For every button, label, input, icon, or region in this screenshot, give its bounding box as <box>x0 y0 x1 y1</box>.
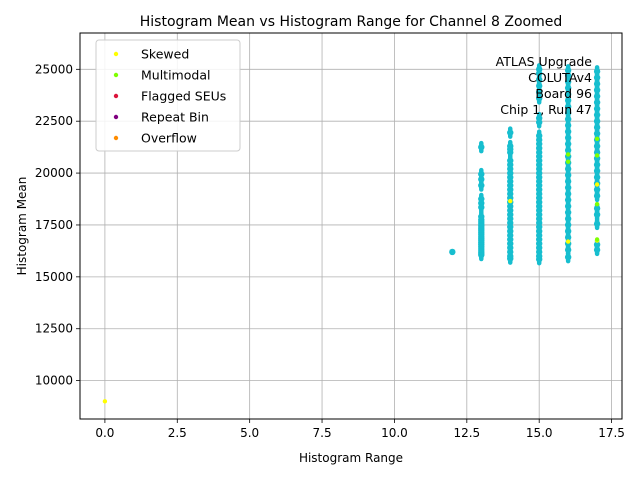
data-point <box>102 399 108 404</box>
legend: Skewed Multimodal Flagged SEUs Repeat Bin Ov… <box>95 39 241 152</box>
data-point <box>594 237 600 242</box>
x-tick-label: 12.5 <box>453 426 480 440</box>
x-tick-label: 0.0 <box>95 426 114 440</box>
x-tick-label: 15.0 <box>526 426 553 440</box>
data-points <box>102 63 601 404</box>
x-axis-ticks: 0.0 2.5 5.0 7.5 10.0 12.5 15.0 17.5 <box>95 419 625 440</box>
annotation-line: Board 96 <box>535 86 592 101</box>
series-2 <box>565 136 600 242</box>
data-point <box>508 198 513 204</box>
x-tick-label: 10.0 <box>381 426 408 440</box>
grid <box>80 33 622 419</box>
annotation-line: ATLAS Upgrade <box>496 54 593 69</box>
data-point <box>449 248 456 256</box>
data-point <box>594 136 600 142</box>
legend-marker <box>113 51 119 57</box>
y-axis-ticks: 10000 12500 15000 17500 20000 22500 25000 <box>35 62 80 388</box>
x-tick-label: 17.5 <box>598 426 625 440</box>
x-tick-label: 7.5 <box>313 426 332 440</box>
legend-label: Overflow <box>141 131 197 146</box>
y-tick-label: 22500 <box>35 114 73 128</box>
legend-marker <box>113 72 119 78</box>
y-tick-label: 15000 <box>35 270 73 284</box>
legend-label: Flagged SEUs <box>141 89 226 104</box>
legend-marker <box>113 135 119 141</box>
y-tick-label: 25000 <box>35 62 73 76</box>
y-tick-label: 12500 <box>35 322 73 336</box>
data-point <box>594 202 600 207</box>
legend-box <box>95 39 241 152</box>
plot-frame <box>79 32 623 420</box>
data-point <box>594 153 600 158</box>
data-point <box>565 159 571 164</box>
x-tick-label: 5.0 <box>240 426 259 440</box>
x-axis-label: Histogram Range <box>299 451 403 465</box>
data-point <box>594 182 600 187</box>
y-axis-label: Histogram Mean <box>15 177 29 276</box>
legend-marker <box>113 114 119 120</box>
annotation-line: COLUTAv4 <box>528 70 592 85</box>
series-1 <box>102 182 600 404</box>
legend-label: Skewed <box>141 47 189 62</box>
data-point <box>565 239 571 244</box>
legend-label: Repeat Bin <box>141 110 209 125</box>
legend-marker <box>113 93 119 99</box>
series-0 <box>449 63 601 266</box>
annotation-line: Chip 1, Run 47 <box>500 102 592 117</box>
y-tick-label: 17500 <box>35 218 73 232</box>
data-point <box>565 152 571 157</box>
legend-label: Multimodal <box>141 68 210 83</box>
y-tick-label: 10000 <box>35 374 73 388</box>
y-tick-label: 20000 <box>35 166 73 180</box>
x-tick-label: 2.5 <box>168 426 187 440</box>
chart-title: Histogram Mean vs Histogram Range for Ch… <box>140 14 562 30</box>
